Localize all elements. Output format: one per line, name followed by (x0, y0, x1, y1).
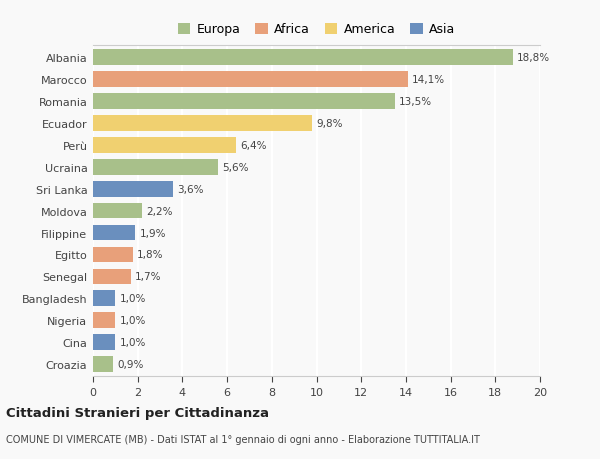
Text: 13,5%: 13,5% (399, 97, 432, 106)
Bar (93, 291, 115, 307)
Bar (93, 138, 236, 153)
Text: 3,6%: 3,6% (178, 184, 204, 194)
Text: 1,0%: 1,0% (119, 316, 146, 325)
Bar (93, 50, 513, 66)
Text: 1,8%: 1,8% (137, 250, 164, 260)
Text: 1,0%: 1,0% (119, 294, 146, 304)
Bar (93, 335, 115, 350)
Text: 6,4%: 6,4% (240, 140, 266, 151)
Text: 1,9%: 1,9% (139, 228, 166, 238)
Text: 1,0%: 1,0% (119, 337, 146, 347)
Bar (93, 357, 113, 372)
Bar (93, 181, 173, 197)
Bar (93, 313, 115, 329)
Legend: Europa, Africa, America, Asia: Europa, Africa, America, Asia (178, 23, 455, 36)
Text: 18,8%: 18,8% (517, 53, 550, 63)
Bar (93, 225, 136, 241)
Text: 14,1%: 14,1% (412, 75, 445, 85)
Bar (93, 94, 395, 110)
Text: COMUNE DI VIMERCATE (MB) - Dati ISTAT al 1° gennaio di ogni anno - Elaborazione : COMUNE DI VIMERCATE (MB) - Dati ISTAT al… (6, 434, 480, 444)
Text: 2,2%: 2,2% (146, 206, 173, 216)
Text: Cittadini Stranieri per Cittadinanza: Cittadini Stranieri per Cittadinanza (6, 406, 269, 419)
Text: 1,7%: 1,7% (135, 272, 161, 282)
Bar (93, 159, 218, 175)
Text: 5,6%: 5,6% (222, 162, 248, 173)
Bar (93, 116, 312, 131)
Bar (93, 72, 408, 88)
Bar (93, 269, 131, 285)
Bar (93, 203, 142, 219)
Text: 9,8%: 9,8% (316, 118, 343, 129)
Bar (93, 247, 133, 263)
Text: 0,9%: 0,9% (117, 359, 143, 369)
